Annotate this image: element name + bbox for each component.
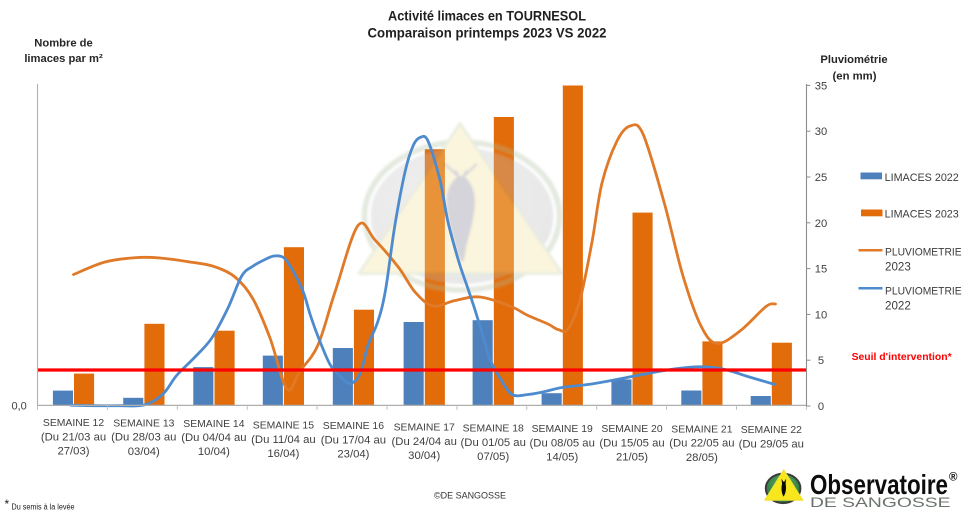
svg-text:14/05): 14/05) [546,452,578,464]
svg-text:(Du 04/04 au: (Du 04/04 au [181,432,246,444]
svg-text:(en mm): (en mm) [833,70,877,82]
svg-text:15: 15 [815,264,827,276]
svg-text:(Du 15/05 au: (Du 15/05 au [599,437,664,449]
svg-text:Pluviométrie: Pluviométrie [820,54,887,66]
svg-text:10/04): 10/04) [198,446,230,458]
svg-text:5: 5 [818,355,824,367]
svg-text:(Du 11/04 au: (Du 11/04 au [251,434,315,446]
svg-text:Nombre de: Nombre de [34,38,92,50]
svg-text:SEMAINE 22: SEMAINE 22 [741,425,802,436]
svg-text:SEMAINE 12: SEMAINE 12 [43,418,104,429]
svg-text:30: 30 [815,126,827,138]
svg-text:PLUVIOMETRIE: PLUVIOMETRIE [885,285,962,297]
svg-text:07/05): 07/05) [477,451,509,463]
svg-text:(Du 17/04 au: (Du 17/04 au [321,434,386,446]
svg-text:SEMAINE 21: SEMAINE 21 [671,424,732,435]
svg-text:*: * [5,497,10,511]
svg-text:(Du 24/04 au: (Du 24/04 au [392,436,457,448]
svg-text:Activité limaces en TOURNESOL: Activité limaces en TOURNESOL [388,9,586,24]
svg-text:Du semis à la levée: Du semis à la levée [12,503,75,512]
svg-text:2023: 2023 [885,261,911,274]
svg-text:20: 20 [815,218,827,230]
svg-text:25: 25 [815,172,827,184]
svg-text:©DE SANGOSSE: ©DE SANGOSSE [434,491,506,501]
svg-text:LIMACES 2022: LIMACES 2022 [885,172,959,184]
svg-text:30/04): 30/04) [408,450,440,462]
svg-text:Seuil d'intervention*: Seuil d'intervention* [852,352,953,363]
svg-text:10: 10 [815,309,827,321]
svg-text:(Du 29/05 au: (Du 29/05 au [739,438,804,450]
svg-text:23/04): 23/04) [337,449,369,461]
svg-text:PLUVIOMETRIE: PLUVIOMETRIE [885,247,962,259]
svg-text:Observatoire: Observatoire [810,469,948,500]
svg-text:(Du 08/05 au: (Du 08/05 au [530,437,595,449]
svg-text:limaces par m²: limaces par m² [24,53,103,65]
svg-text:28/05): 28/05) [686,452,718,464]
svg-text:(Du 22/05 au: (Du 22/05 au [669,438,734,450]
svg-text:(Du 01/05 au: (Du 01/05 au [461,437,526,449]
svg-text:®: ® [949,472,958,484]
svg-text:35: 35 [815,80,827,92]
svg-text:SEMAINE 20: SEMAINE 20 [601,424,662,435]
svg-text:SEMAINE 15: SEMAINE 15 [253,421,314,432]
svg-text:SEMAINE 18: SEMAINE 18 [463,424,524,435]
svg-text:2022: 2022 [885,299,911,312]
svg-text:SEMAINE 17: SEMAINE 17 [394,423,455,434]
svg-text:27/03): 27/03) [57,446,89,458]
svg-text:21/05): 21/05) [616,452,648,464]
svg-text:LIMACES 2023: LIMACES 2023 [885,209,959,221]
svg-text:SEMAINE 14: SEMAINE 14 [183,419,244,430]
svg-text:0,0: 0,0 [12,400,27,412]
svg-text:DE SANGOSSE: DE SANGOSSE [810,495,951,510]
svg-text:SEMAINE 19: SEMAINE 19 [532,424,593,435]
svg-text:(Du 21/03 au: (Du 21/03 au [41,431,106,443]
svg-text:03/04): 03/04) [128,446,160,458]
svg-text:(Du 28/03 au: (Du 28/03 au [111,432,176,444]
svg-text:0: 0 [818,401,824,413]
svg-text:16/04): 16/04) [267,448,299,460]
svg-text:Comparaison printemps 2023 VS: Comparaison printemps 2023 VS 2022 [368,26,607,41]
svg-text:SEMAINE 13: SEMAINE 13 [113,418,174,429]
svg-text:SEMAINE 16: SEMAINE 16 [323,421,384,432]
